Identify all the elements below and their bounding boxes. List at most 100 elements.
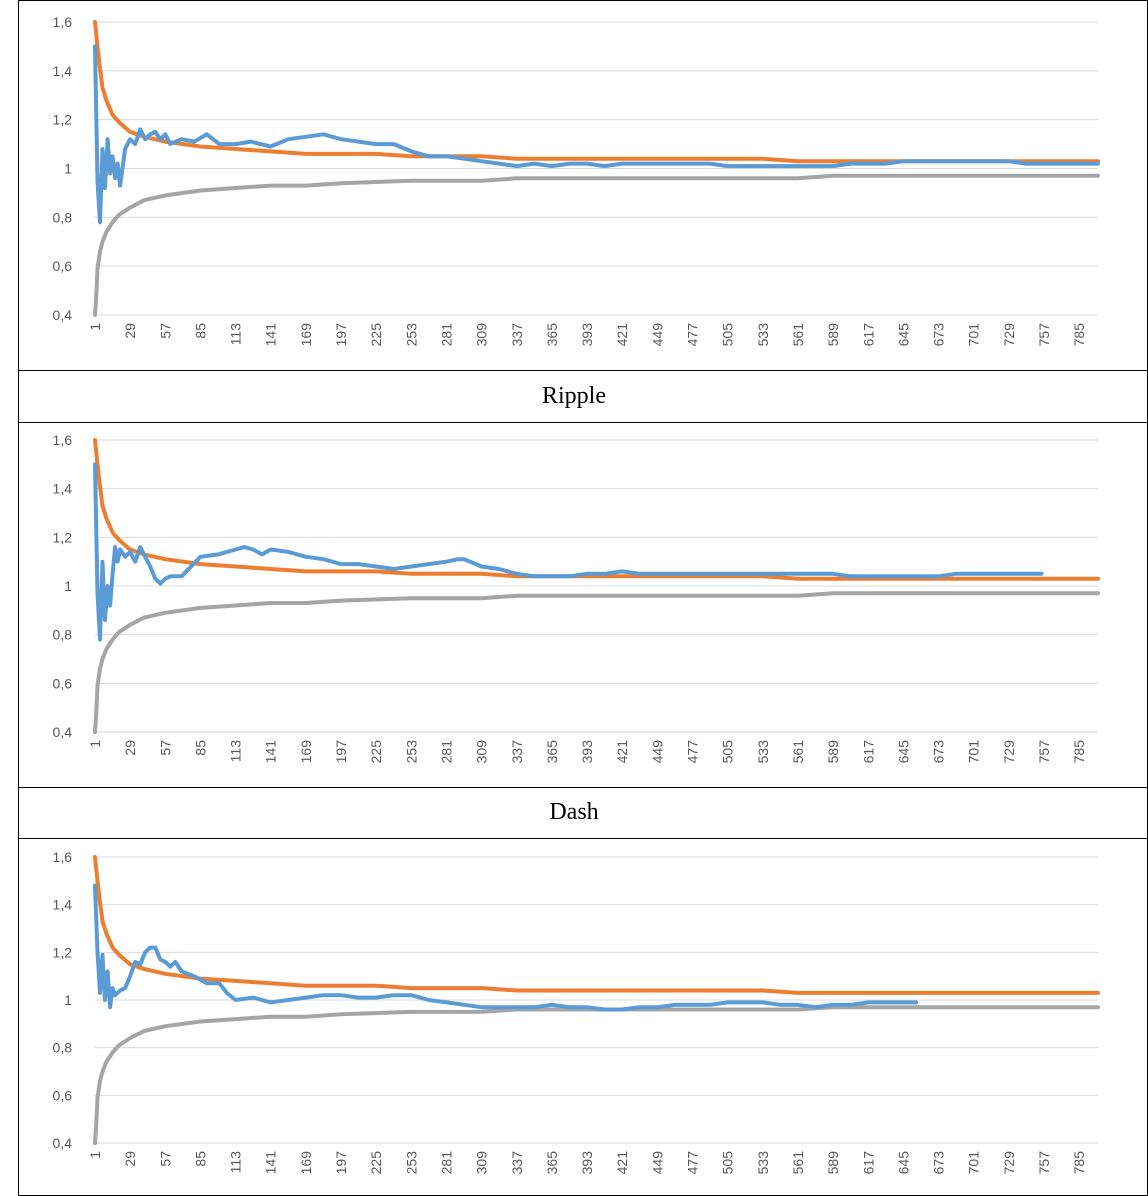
y-tick-label: 0,8 bbox=[53, 1040, 73, 1056]
x-tick-label: 29 bbox=[122, 323, 138, 339]
x-tick-label: 337 bbox=[509, 323, 525, 347]
border-top bbox=[18, 0, 1148, 1]
x-tick-label: 421 bbox=[614, 1151, 630, 1175]
x-tick-label: 701 bbox=[966, 323, 982, 347]
border-row-4 bbox=[18, 838, 1148, 839]
x-tick-label: 225 bbox=[368, 740, 384, 764]
x-tick-label: 169 bbox=[298, 1151, 314, 1175]
y-tick-label: 1,2 bbox=[53, 112, 73, 128]
x-tick-label: 365 bbox=[544, 1151, 560, 1175]
chart-panel-1: 0,4 0,6 0,8 1 1,2 1,4 1,6 1 29 57 85 113 141 169 197 22… bbox=[53, 14, 1100, 347]
x-tick-label: 169 bbox=[298, 740, 314, 764]
y-tick-label: 1 bbox=[64, 992, 72, 1008]
border-row-2 bbox=[18, 422, 1148, 423]
y-tick-label: 0,4 bbox=[53, 307, 73, 323]
x-tick-label: 757 bbox=[1036, 323, 1052, 347]
x-tick-label: 169 bbox=[298, 323, 314, 347]
x-tick-label: 393 bbox=[579, 740, 595, 764]
border-row-1 bbox=[18, 370, 1148, 371]
x-tick-label: 85 bbox=[192, 740, 208, 756]
orange-series-line bbox=[93, 855, 1100, 995]
x-tick-label: 113 bbox=[228, 1151, 244, 1174]
x-tick-label: 197 bbox=[333, 323, 349, 347]
x-tick-label: 673 bbox=[931, 323, 947, 347]
y-tick-label: 0,6 bbox=[53, 1087, 73, 1103]
x-tick-label: 421 bbox=[614, 323, 630, 347]
x-tick-label: 701 bbox=[966, 740, 982, 764]
y-tick-label: 1,6 bbox=[53, 432, 73, 448]
x-tick-label: 421 bbox=[614, 740, 630, 764]
x-tick-label: 225 bbox=[368, 323, 384, 347]
x-tick-label: 281 bbox=[438, 323, 454, 347]
y-tick-label: 0,4 bbox=[53, 724, 73, 740]
x-tick-label: 365 bbox=[544, 323, 560, 347]
x-tick-label: 645 bbox=[895, 1151, 911, 1175]
x-tick-label: 449 bbox=[649, 740, 665, 764]
x-tick-label: 113 bbox=[228, 323, 244, 346]
y-tick-label: 0,6 bbox=[53, 258, 73, 274]
x-tick-label: 589 bbox=[825, 1151, 841, 1175]
chart-panel-dash: 0,4 0,6 0,8 1 1,2 1,4 1,6 1 29 57 85 113 141 169 197 22… bbox=[53, 849, 1100, 1175]
x-tick-label: 337 bbox=[509, 740, 525, 764]
x-tick-label: 141 bbox=[263, 323, 279, 347]
x-tick-label: 85 bbox=[192, 323, 208, 339]
y-tick-label: 1,6 bbox=[53, 14, 73, 30]
gray-series-line bbox=[93, 1005, 1100, 1145]
section-title-dash: Dash bbox=[549, 799, 599, 825]
x-tick-label: 281 bbox=[438, 740, 454, 764]
x-tick-label: 57 bbox=[157, 323, 173, 339]
x-tick-label: 197 bbox=[333, 1151, 349, 1175]
y-tick-label: 1,4 bbox=[53, 897, 73, 913]
x-tick-label: 477 bbox=[685, 740, 701, 764]
x-tick-label: 337 bbox=[509, 1151, 525, 1175]
y-tick-label: 0,4 bbox=[53, 1135, 73, 1151]
x-tick-label: 561 bbox=[790, 1151, 806, 1175]
x-tick-label: 533 bbox=[755, 1151, 771, 1175]
y-tick-label: 1 bbox=[64, 578, 72, 594]
x-tick-label: 281 bbox=[438, 1151, 454, 1175]
x-tick-label: 617 bbox=[860, 1151, 876, 1175]
y-tick-label: 1,2 bbox=[53, 529, 73, 545]
x-tick-label: 701 bbox=[966, 1151, 982, 1175]
x-tick-label: 589 bbox=[825, 323, 841, 347]
x-tick-label: 449 bbox=[649, 323, 665, 347]
x-tick-label: 505 bbox=[720, 740, 736, 764]
x-tick-label: 309 bbox=[474, 323, 490, 347]
x-tick-label: 141 bbox=[263, 1151, 279, 1175]
x-tick-label: 29 bbox=[122, 1151, 138, 1167]
x-tick-label: 785 bbox=[1071, 740, 1087, 764]
x-tick-label: 785 bbox=[1071, 1151, 1087, 1175]
x-tick-label: 225 bbox=[368, 1151, 384, 1175]
y-tick-label: 0,6 bbox=[53, 675, 73, 691]
x-tick-label: 1 bbox=[87, 740, 103, 748]
y-tick-label: 1,2 bbox=[53, 944, 73, 960]
chart-panel-ripple: 0,4 0,6 0,8 1 1,2 1,4 1,6 1 29 57 85 113 141 169 197 22… bbox=[53, 432, 1100, 764]
y-tick-label: 1,6 bbox=[53, 849, 73, 865]
x-tick-label: 561 bbox=[790, 323, 806, 347]
orange-series-line bbox=[93, 20, 1100, 164]
x-tick-label: 645 bbox=[895, 740, 911, 764]
x-tick-label: 785 bbox=[1071, 323, 1087, 347]
x-tick-label: 477 bbox=[685, 1151, 701, 1175]
x-tick-label: 673 bbox=[931, 1151, 947, 1175]
x-tick-label: 309 bbox=[474, 1151, 490, 1175]
x-tick-label: 141 bbox=[263, 740, 279, 764]
x-tick-label: 617 bbox=[860, 740, 876, 764]
x-tick-label: 113 bbox=[228, 740, 244, 763]
x-tick-label: 57 bbox=[157, 1151, 173, 1167]
x-tick-label: 197 bbox=[333, 740, 349, 764]
x-tick-label: 253 bbox=[403, 740, 419, 764]
x-tick-label: 561 bbox=[790, 740, 806, 764]
x-tick-label: 533 bbox=[755, 323, 771, 347]
x-tick-label: 309 bbox=[474, 740, 490, 764]
blue-series-line bbox=[93, 883, 918, 1012]
x-tick-label: 505 bbox=[720, 323, 736, 347]
y-tick-label: 1,4 bbox=[53, 481, 73, 497]
x-tick-label: 393 bbox=[579, 1151, 595, 1175]
x-tick-label: 29 bbox=[122, 740, 138, 756]
section-title-ripple: Ripple bbox=[542, 383, 606, 409]
x-tick-label: 729 bbox=[1001, 740, 1017, 764]
y-tick-label: 1,4 bbox=[53, 63, 73, 79]
y-tick-label: 0,8 bbox=[53, 627, 73, 643]
